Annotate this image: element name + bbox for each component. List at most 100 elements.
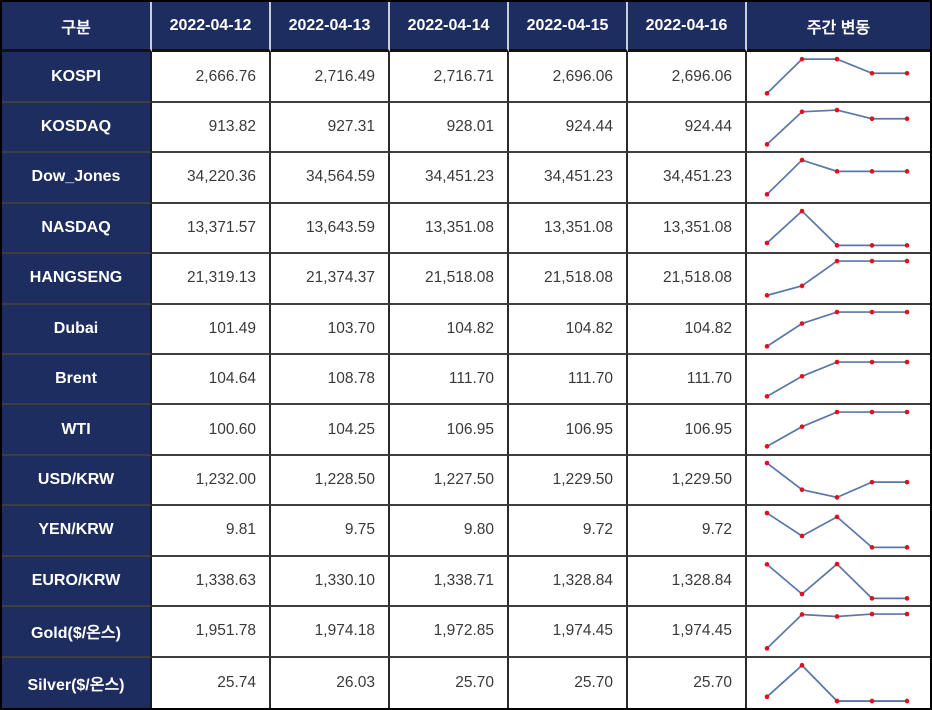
sparkline-marker: [869, 309, 875, 314]
cell-value: 1,229.50: [628, 455, 747, 507]
sparkline-chart: [764, 359, 910, 399]
sparkline-line: [766, 58, 907, 95]
sparkline-marker: [904, 545, 910, 550]
cell-value: 2,666.76: [152, 52, 271, 103]
cell-value: 2,716.71: [390, 52, 509, 103]
cell-value: 13,351.08: [628, 203, 747, 255]
cell-value: 25.70: [509, 657, 628, 708]
sparkline-marker: [834, 57, 840, 62]
sparkline-line: [766, 613, 907, 650]
sparkline-marker: [904, 595, 910, 601]
sparkline-marker: [764, 192, 770, 197]
sparkline-marker: [834, 410, 840, 415]
cell-value: 25.70: [390, 657, 509, 708]
cell-value: 104.25: [271, 405, 390, 456]
sparkline-marker: [834, 359, 840, 365]
cell-value: 101.49: [152, 304, 271, 355]
cell-value: 104.64: [152, 354, 271, 406]
cell-value: 34,451.23: [390, 153, 509, 204]
cell-value: 21,319.13: [152, 254, 271, 305]
cell-value: 13,351.08: [509, 203, 628, 255]
sparkline-marker: [764, 444, 770, 450]
cell-value: 9.72: [509, 506, 628, 557]
sparkline-marker: [904, 242, 910, 248]
cell-value: 1,229.50: [509, 455, 628, 507]
cell-value: 106.95: [628, 405, 747, 456]
cell-value: 9.81: [152, 506, 271, 557]
sparkline-marker: [799, 487, 805, 492]
sparkline-line: [766, 260, 907, 297]
sparkline-marker: [799, 57, 805, 62]
sparkline-cell: [747, 405, 930, 456]
cell-value: 1,951.78: [152, 607, 271, 658]
cell-value: 111.70: [509, 354, 628, 406]
cell-value: 913.82: [152, 102, 271, 154]
cell-value: 34,451.23: [509, 153, 628, 204]
sparkline-marker: [834, 169, 840, 174]
cell-value: 100.60: [152, 405, 271, 456]
sparkline-cell: [747, 203, 930, 255]
cell-value: 106.95: [509, 405, 628, 456]
cell-value: 104.82: [509, 304, 628, 355]
row-label: Gold($/온스): [2, 607, 152, 658]
cell-value: 1,328.84: [509, 556, 628, 608]
sparkline-marker: [869, 545, 875, 550]
sparkline-marker: [904, 258, 910, 264]
sparkline-marker: [869, 258, 875, 264]
cell-value: 2,696.06: [509, 52, 628, 103]
column-header-date-1: 2022-04-12: [152, 2, 271, 53]
cell-value: 34,220.36: [152, 153, 271, 204]
row-label: KOSDAQ: [2, 102, 152, 154]
cell-value: 1,328.84: [628, 556, 747, 608]
column-header-weekly-change: 주간 변동: [747, 2, 930, 53]
sparkline-chart: [764, 258, 910, 298]
cell-value: 104.82: [390, 304, 509, 355]
cell-value: 1,227.50: [390, 455, 509, 507]
sparkline-marker: [834, 107, 840, 113]
cell-value: 26.03: [271, 657, 390, 708]
cell-value: 1,338.63: [152, 556, 271, 608]
column-header-category: 구분: [2, 2, 152, 53]
cell-value: 34,564.59: [271, 153, 390, 204]
sparkline-marker: [799, 320, 805, 326]
cell-value: 111.70: [390, 354, 509, 406]
row-label: WTI: [2, 405, 152, 456]
cell-value: 9.80: [390, 506, 509, 557]
sparkline-marker: [834, 698, 840, 704]
sparkline-chart: [764, 511, 910, 550]
sparkline-line: [766, 109, 907, 145]
sparkline-marker: [834, 242, 840, 248]
sparkline-cell: [747, 657, 930, 708]
cell-value: 108.78: [271, 354, 390, 406]
row-label: Dow_Jones: [2, 153, 152, 204]
sparkline-marker: [764, 460, 770, 466]
sparkline-marker: [834, 614, 840, 619]
sparkline-marker: [869, 410, 875, 415]
sparkline-marker: [764, 343, 770, 349]
sparkline-marker: [904, 698, 910, 704]
sparkline-marker: [834, 494, 840, 500]
sparkline-marker: [799, 612, 805, 617]
cell-value: 1,330.10: [271, 556, 390, 608]
row-label: EURO/KRW: [2, 556, 152, 608]
sparkline-chart: [764, 410, 910, 450]
cell-value: 1,972.85: [390, 607, 509, 658]
cell-value: 928.01: [390, 102, 509, 154]
cell-value: 103.70: [271, 304, 390, 355]
sparkline-line: [766, 411, 907, 448]
cell-value: 1,228.50: [271, 455, 390, 507]
sparkline-chart: [764, 208, 910, 248]
sparkline-cell: [747, 354, 930, 406]
sparkline-marker: [764, 646, 770, 651]
sparkline-marker: [834, 561, 840, 567]
sparkline-marker: [869, 242, 875, 248]
sparkline-chart: [764, 107, 910, 147]
sparkline-cell: [747, 607, 930, 658]
row-label: Silver($/온스): [2, 657, 152, 708]
cell-value: 1,974.45: [628, 607, 747, 658]
cell-value: 1,338.71: [390, 556, 509, 608]
row-label: USD/KRW: [2, 455, 152, 507]
cell-value: 111.70: [628, 354, 747, 406]
sparkline-line: [766, 310, 907, 347]
